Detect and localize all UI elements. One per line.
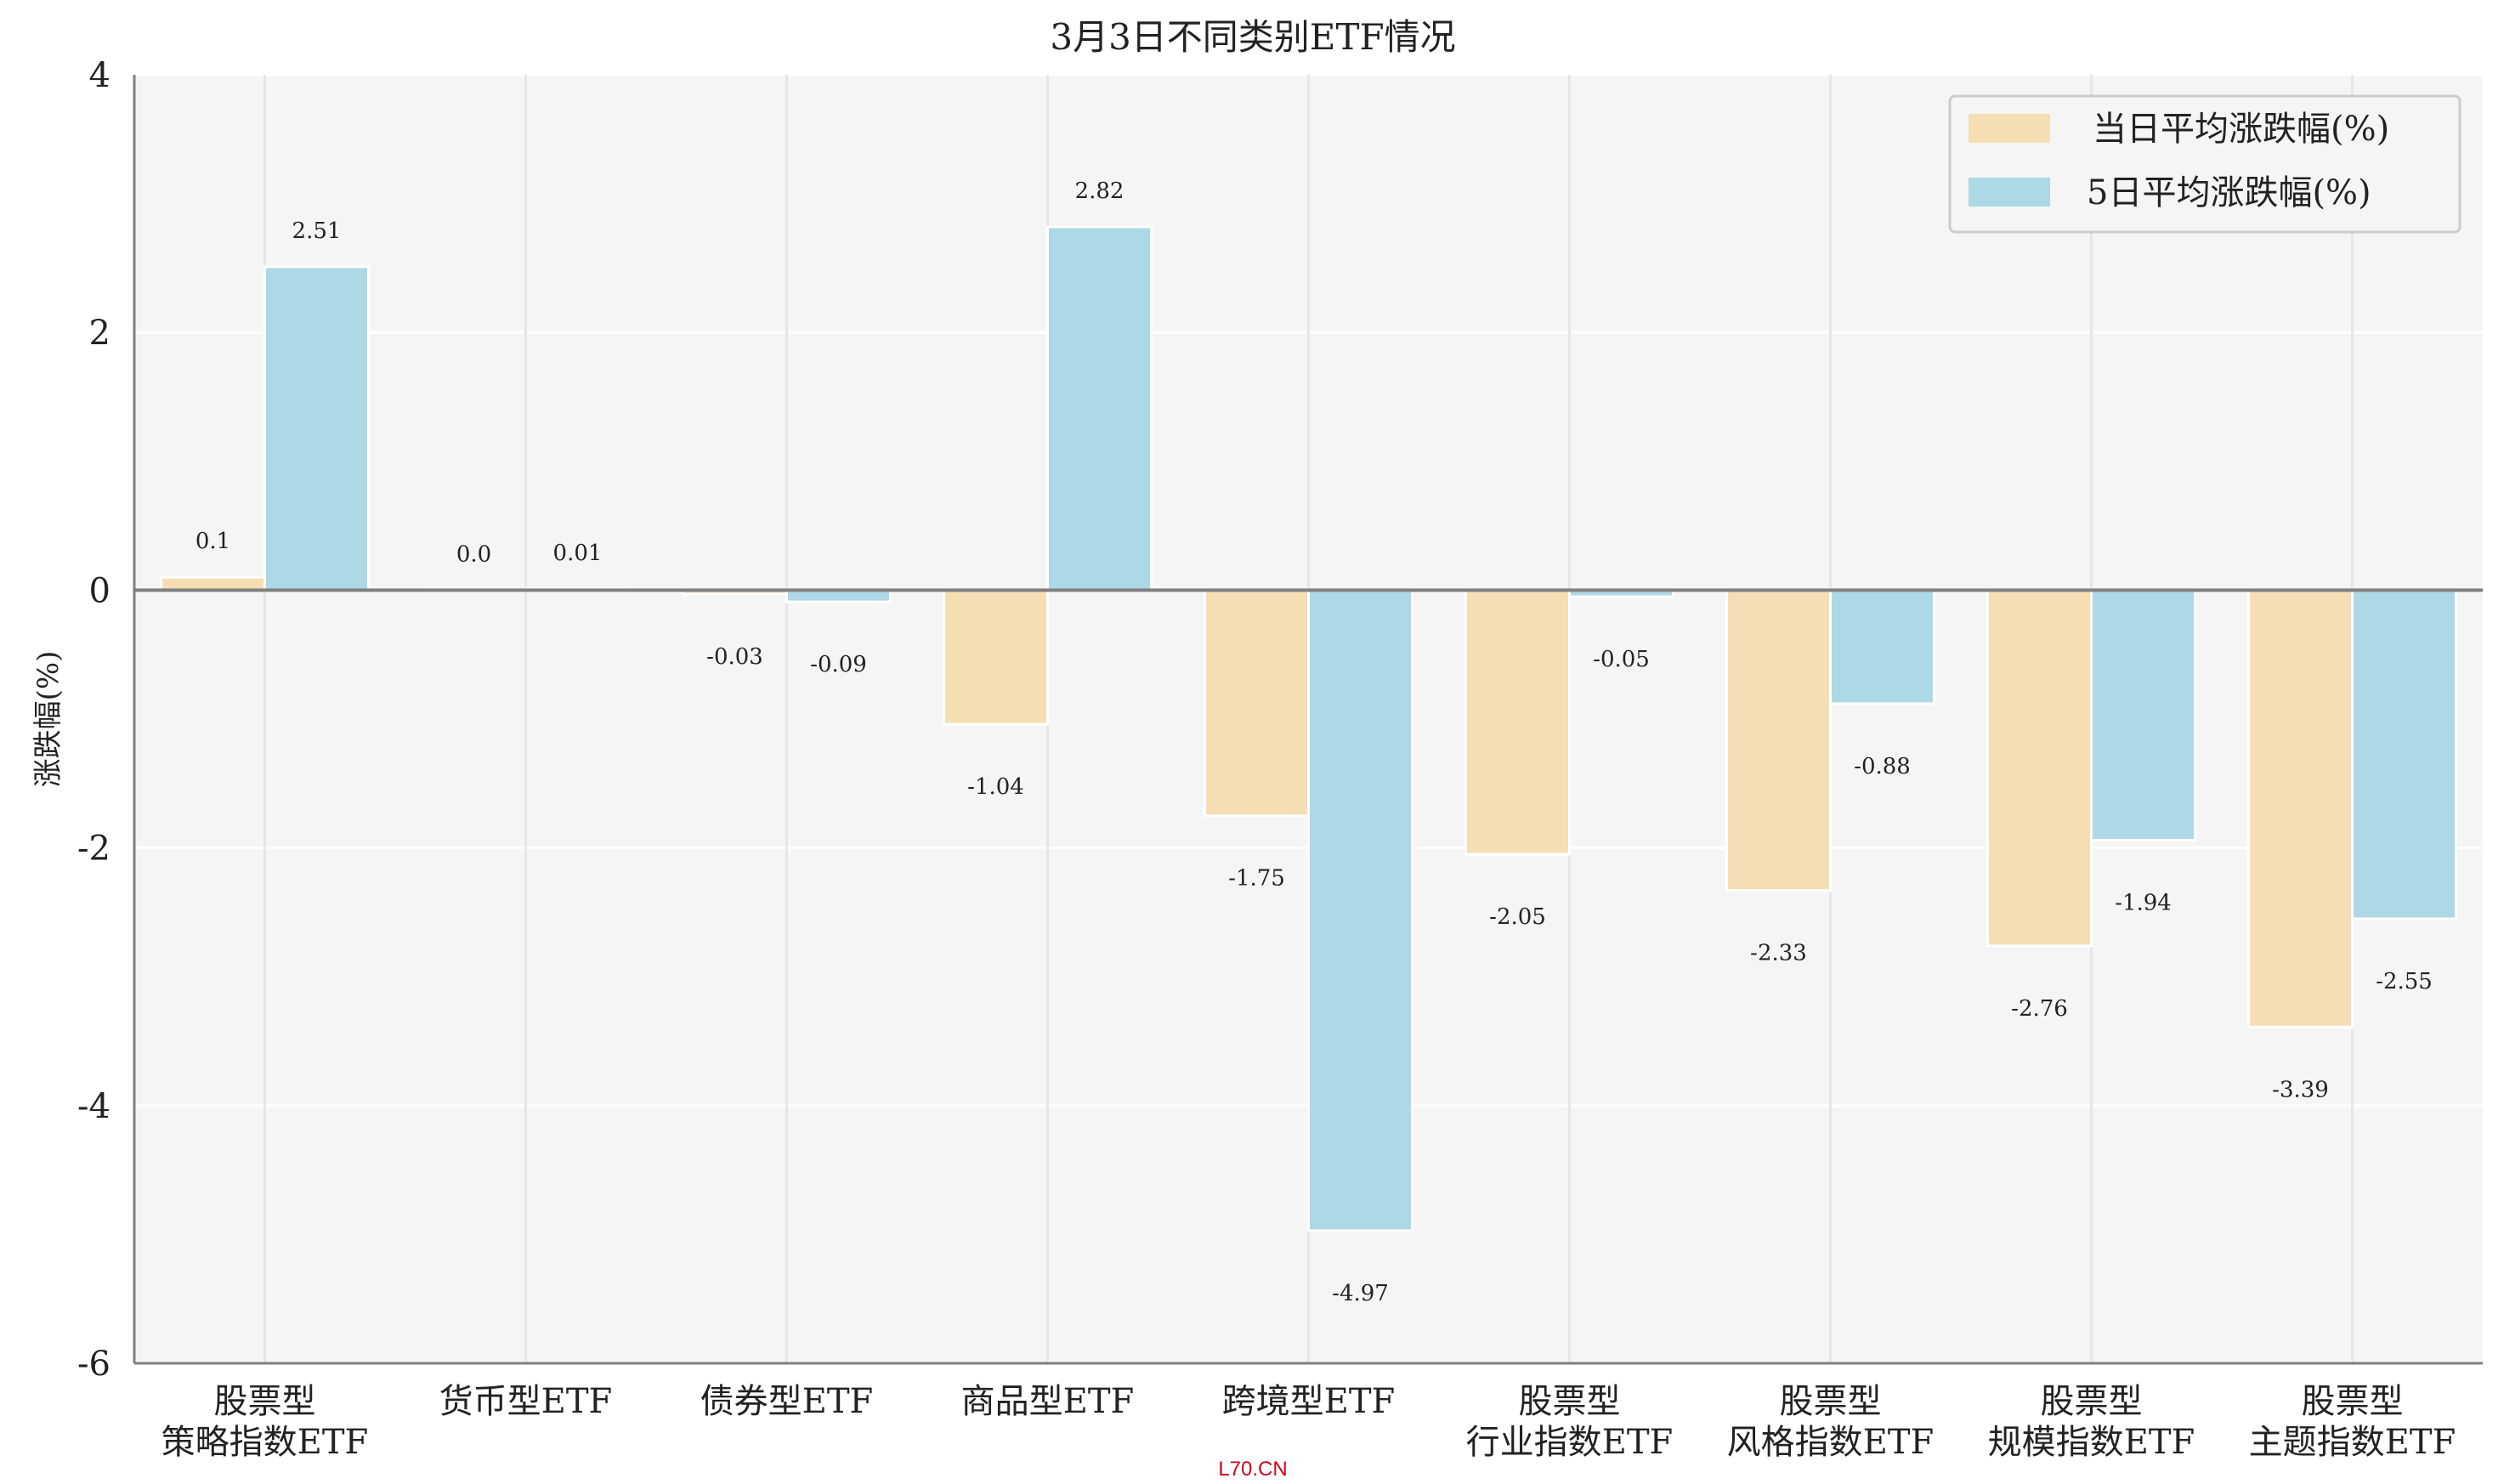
data-label: -1.75 bbox=[1228, 866, 1285, 892]
x-tick-label: 股票型 bbox=[214, 1382, 316, 1421]
bar-5day bbox=[2351, 588, 2457, 920]
x-tick-label: 股票型 bbox=[1780, 1382, 1882, 1421]
bar-daily bbox=[1464, 588, 1571, 856]
y-tick-label: -6 bbox=[77, 1345, 110, 1384]
data-label: -2.55 bbox=[2376, 969, 2433, 994]
data-label: -2.33 bbox=[1750, 941, 1807, 966]
data-label: 2.82 bbox=[1075, 178, 1125, 204]
bars bbox=[134, 225, 2483, 1232]
legend: 当日平均涨跌幅(%) 5日平均涨跌幅(%) bbox=[1948, 94, 2462, 234]
bar-5day bbox=[263, 265, 370, 592]
data-label: 0.01 bbox=[553, 541, 603, 566]
data-label: -0.09 bbox=[810, 652, 867, 677]
data-label: -3.39 bbox=[2272, 1077, 2329, 1102]
x-tick-label: 风格指数ETF bbox=[1727, 1423, 1935, 1462]
bar-daily bbox=[943, 588, 1049, 726]
x-tick-label: 行业指数ETF bbox=[1466, 1423, 1674, 1462]
x-tick-label: 主题指数ETF bbox=[2249, 1423, 2456, 1462]
legend-swatch-5day bbox=[1969, 178, 2050, 207]
x-tick-label: 债券型ETF bbox=[700, 1382, 874, 1421]
x-tick-label: 股票型 bbox=[2302, 1382, 2404, 1421]
bar-daily bbox=[1725, 588, 1832, 892]
legend-label-5day: 5日平均涨跌幅(%) bbox=[2087, 173, 2371, 212]
data-label: 0.0 bbox=[456, 541, 491, 567]
bar-daily bbox=[2247, 588, 2354, 1028]
data-label: -1.94 bbox=[2115, 891, 2172, 916]
bar-5day bbox=[1307, 588, 1413, 1232]
y-ticks: 4 2 0 -2 -4 -6 bbox=[77, 56, 110, 1384]
legend-label-daily: 当日平均涨跌幅(%) bbox=[2093, 110, 2389, 149]
data-label: -0.88 bbox=[1854, 754, 1911, 779]
data-label: -4.97 bbox=[1332, 1281, 1389, 1306]
y-tick-label: 4 bbox=[89, 56, 110, 95]
watermark: L70.CN bbox=[1218, 1458, 1287, 1481]
data-label: -2.05 bbox=[1489, 904, 1546, 930]
y-tick-label: -2 bbox=[77, 830, 110, 869]
data-label: -0.05 bbox=[1593, 647, 1650, 672]
legend-box bbox=[1948, 94, 2462, 234]
x-tick-label: 货币型ETF bbox=[439, 1382, 613, 1421]
x-tick-label: 股票型 bbox=[1519, 1382, 1621, 1421]
y-axis-label: 涨跌幅(%) bbox=[31, 651, 65, 788]
chart-title: 3月3日不同类别ETF情况 bbox=[1050, 16, 1455, 58]
x-tick-label: 股票型 bbox=[2041, 1382, 2143, 1421]
data-labels: 0.1 0.0 -0.03 -1.04 -1.75 -2.05 -2.33 -2.76 -3.3… bbox=[195, 178, 2433, 1306]
bar-daily bbox=[1986, 588, 2093, 948]
data-label: -2.76 bbox=[2011, 996, 2068, 1022]
y-tick-label: -4 bbox=[77, 1087, 110, 1126]
legend-swatch-daily bbox=[1969, 114, 2050, 143]
x-tick-label: 跨境型ETF bbox=[1222, 1382, 1396, 1421]
data-label: 2.51 bbox=[292, 218, 342, 244]
data-label: 0.1 bbox=[195, 529, 230, 554]
bar-5day bbox=[1829, 588, 1935, 705]
y-tick-label: 0 bbox=[89, 571, 110, 610]
x-tick-label: 规模指数ETF bbox=[1988, 1423, 2195, 1462]
bar-5day bbox=[2090, 588, 2196, 842]
bar-daily bbox=[160, 575, 266, 592]
data-label: -0.03 bbox=[706, 644, 763, 670]
data-label: -1.04 bbox=[967, 774, 1024, 800]
bar-daily bbox=[1204, 588, 1310, 818]
x-tick-label: 商品型ETF bbox=[961, 1382, 1135, 1421]
x-tick-label: 策略指数ETF bbox=[161, 1423, 369, 1462]
bar-5day bbox=[785, 588, 892, 603]
y-tick-label: 2 bbox=[89, 314, 110, 353]
bar-5day bbox=[1046, 225, 1153, 592]
